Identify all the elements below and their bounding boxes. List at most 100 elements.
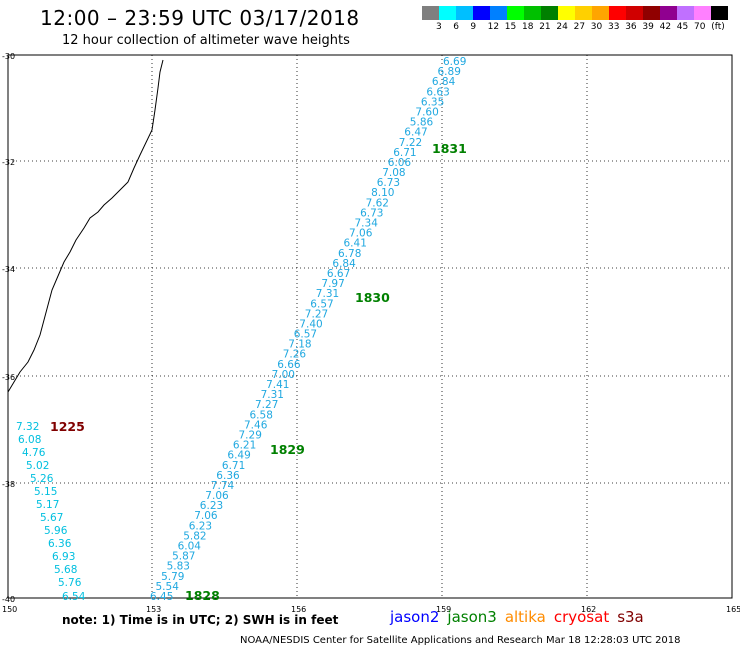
- longitude-tick-label: 153: [146, 605, 161, 614]
- swh-value: 7.27: [305, 308, 328, 320]
- swh-value: 5.86: [410, 117, 434, 129]
- swh-value: 5.54: [156, 581, 180, 593]
- swh-value: 6.84: [432, 76, 456, 88]
- coastline: [7, 59, 164, 393]
- swh-value: 5.82: [183, 530, 206, 542]
- satellite-legend-altika: altika: [504, 608, 546, 626]
- swh-value: 6.49: [227, 450, 250, 462]
- swh-value: 5.83: [167, 561, 190, 573]
- swh-value: 7.31: [261, 389, 284, 401]
- latitude-tick-label: -36: [2, 373, 15, 382]
- swh-value: 7.06: [349, 228, 373, 240]
- swh-value: 6.06: [388, 157, 412, 169]
- legend-label: 9: [470, 22, 477, 32]
- longitude-tick-label: 165: [726, 605, 740, 614]
- legend-swatch: [507, 6, 524, 20]
- swh-value: 6.21: [233, 440, 256, 452]
- swh-value: 7.31: [316, 288, 339, 300]
- swh-value: 6.78: [338, 248, 361, 260]
- swh-value: 7.00: [272, 369, 295, 381]
- legend-label: 39: [642, 22, 654, 32]
- pass-time-label: 1829: [270, 442, 305, 457]
- swh-value: 6.57: [310, 298, 333, 310]
- swh-value: 8.10: [371, 187, 394, 199]
- swh-value: 4.76: [22, 447, 46, 459]
- longitude-tick-label: 159: [436, 605, 451, 614]
- swh-value: 7.74: [211, 480, 235, 492]
- swh-value: 5.17: [36, 499, 59, 511]
- swh-value: 7.60: [415, 107, 438, 119]
- swh-value: 7.22: [399, 137, 422, 149]
- page-title: 12:00 – 23:59 UTC 03/17/2018: [40, 6, 360, 30]
- legend-label: 42: [659, 22, 672, 32]
- swh-value: 6.71: [393, 147, 416, 159]
- map-note: note: 1) Time is in UTC; 2) SWH is in fe…: [62, 613, 339, 627]
- swh-value: 6.36: [48, 538, 72, 550]
- swh-value: 6.66: [277, 359, 301, 371]
- legend-swatch: [711, 6, 728, 20]
- satellite-legend-jason3: jason3: [447, 608, 497, 626]
- swh-value: 7.41: [266, 379, 289, 391]
- legend-label: 12: [487, 22, 500, 32]
- swh-value: 6.08: [18, 434, 41, 446]
- swh-value: 6.63: [426, 86, 449, 98]
- swh-value: 6.36: [216, 470, 240, 482]
- swh-value: 6.54: [62, 591, 86, 603]
- map-frame: [7, 54, 733, 599]
- longitude-tick-label: 162: [581, 605, 596, 614]
- swh-value: 5.68: [54, 564, 77, 576]
- legend-label: 3: [436, 22, 442, 32]
- legend-swatch: [694, 6, 711, 20]
- page-subtitle: 12 hour collection of altimeter wave hei…: [62, 33, 350, 48]
- legend-label: 21: [539, 22, 551, 32]
- legend-swatch: [643, 6, 660, 20]
- legend-swatch: [609, 6, 626, 20]
- legend-swatch: [439, 6, 456, 20]
- swh-value: 7.29: [239, 430, 262, 442]
- swh-value: 6.45: [150, 591, 173, 603]
- legend-label: 15: [504, 22, 517, 32]
- legend-swatch: [626, 6, 643, 20]
- swh-value: 7.32: [16, 421, 39, 433]
- swh-value: 7.08: [382, 167, 405, 179]
- swh-value: 6.93: [52, 551, 75, 563]
- swh-value: 7.06: [194, 510, 218, 522]
- swh-value: 7.26: [283, 349, 307, 361]
- legend-label: (ft): [711, 22, 725, 32]
- pass-time-label: 1830: [355, 290, 390, 305]
- latitude-tick-label: -38: [2, 480, 15, 489]
- legend-label: 33: [608, 22, 620, 32]
- longitude-tick-label: 150: [2, 605, 17, 614]
- swh-value: 6.67: [327, 268, 350, 280]
- swh-value: 6.89: [438, 66, 461, 78]
- swh-value: 6.84: [332, 258, 356, 270]
- legend-swatch: [592, 6, 609, 20]
- swh-value: 5.15: [34, 486, 57, 498]
- swh-value: 6.58: [250, 409, 273, 421]
- latitude-tick-label: -40: [2, 595, 15, 604]
- swh-value: 7.40: [299, 319, 322, 331]
- satellite-legend-cryosat: cryosat: [553, 608, 610, 626]
- satellite-legend-jason2: jason2: [390, 608, 440, 626]
- swh-value: 6.73: [360, 207, 383, 219]
- swh-value: 7.27: [255, 399, 278, 411]
- legend-swatch: [541, 6, 558, 20]
- legend-swatch: [456, 6, 473, 20]
- swh-value: 5.76: [58, 577, 82, 589]
- latitude-tick-label: -34: [2, 265, 15, 274]
- legend-swatch: [575, 6, 592, 20]
- legend-label: 6: [453, 22, 459, 32]
- satellite-legend: jason2 jason3 altika cryosat s3a: [390, 608, 652, 626]
- swh-value: 7.06: [205, 490, 229, 502]
- satellite-legend-s3a: s3a: [617, 608, 644, 626]
- swh-value: 5.87: [172, 551, 195, 563]
- legend-swatch: [677, 6, 694, 20]
- legend-swatch: [490, 6, 507, 20]
- swh-value: 7.97: [321, 278, 344, 290]
- swh-value: 5.67: [40, 512, 63, 524]
- footer-credit: NOAA/NESDIS Center for Satellite Applica…: [240, 635, 681, 646]
- swh-value: 6.23: [200, 500, 223, 512]
- swh-value: 6.41: [344, 238, 367, 250]
- swh-value: 6.23: [189, 520, 212, 532]
